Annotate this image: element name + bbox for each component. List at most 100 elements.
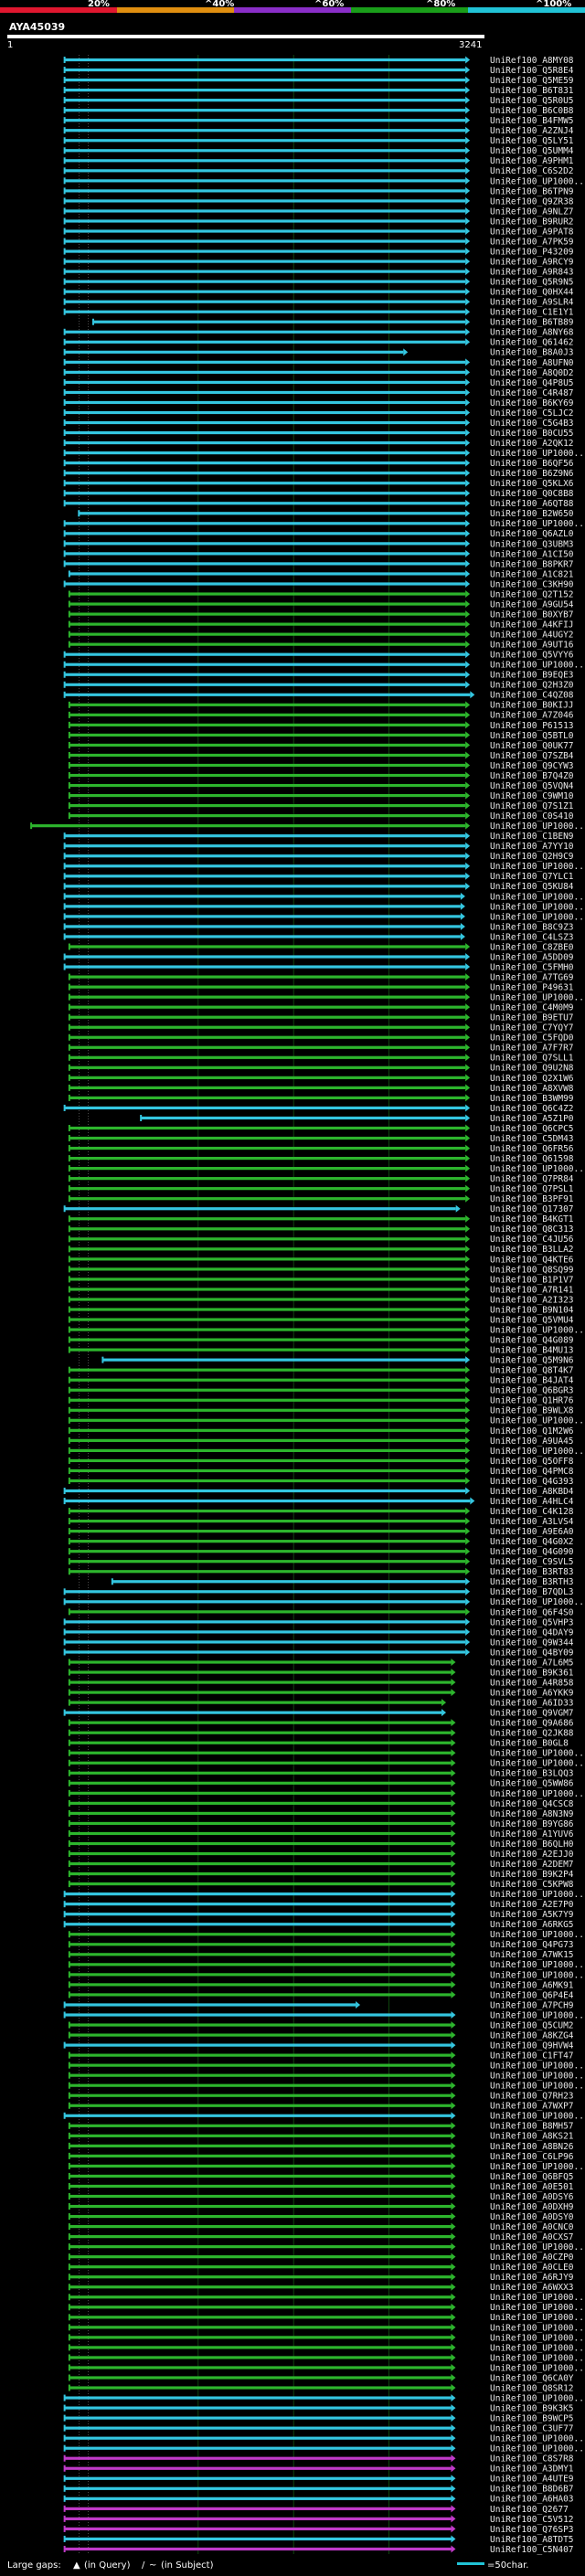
hit-name-label[interactable]: UniRef100_Q9CYW3 <box>490 761 574 771</box>
hit-bar[interactable] <box>64 885 466 888</box>
hit-name-label[interactable]: UniRef100_UP1000.. <box>490 2353 584 2363</box>
hit-bar[interactable] <box>64 239 466 243</box>
hit-row[interactable]: UniRef100_UP1000.. <box>68 2062 584 2072</box>
hit-bar[interactable] <box>64 99 466 102</box>
hit-bar[interactable] <box>141 1116 466 1120</box>
hit-row[interactable]: UniRef100_B3WM99 <box>68 1094 574 1104</box>
hit-row[interactable]: UniRef100_A0CNC0 <box>68 2222 574 2232</box>
hit-name-label[interactable]: UniRef100_UP1000.. <box>490 2343 584 2353</box>
hit-name-label[interactable]: UniRef100_A9RCY9 <box>490 257 574 267</box>
hit-name-label[interactable]: UniRef100_A6QT88 <box>490 499 574 509</box>
hit-row[interactable]: UniRef100_Q76SP3 <box>63 2525 574 2535</box>
hit-row[interactable]: UniRef100_A7F7R7 <box>68 1044 574 1054</box>
hit-name-label[interactable]: UniRef100_B6TPN9 <box>490 186 574 196</box>
hit-row[interactable]: UniRef100_A2DEM7 <box>68 1860 574 1870</box>
hit-row[interactable]: UniRef100_UP1000.. <box>63 2393 584 2403</box>
hit-name-label[interactable]: UniRef100_A4UTE9 <box>490 2475 574 2485</box>
hit-row[interactable]: UniRef100_A8Q0D2 <box>63 368 574 378</box>
hit-row[interactable]: UniRef100_A8KS21 <box>68 2132 574 2142</box>
hit-name-label[interactable]: UniRef100_UP1000.. <box>490 1789 584 1799</box>
hit-bar[interactable] <box>64 229 466 233</box>
hit-bar[interactable] <box>69 612 466 616</box>
hit-row[interactable]: UniRef100_Q1HR76 <box>68 1396 574 1406</box>
hit-name-label[interactable]: UniRef100_UP1000.. <box>490 1749 584 1759</box>
hit-bar[interactable] <box>69 1187 466 1191</box>
hit-name-label[interactable]: UniRef100_A6RKG5 <box>490 1920 574 1930</box>
hit-row[interactable]: UniRef100_B9WCP5 <box>63 2414 574 2424</box>
hit-bar[interactable] <box>64 370 466 374</box>
hit-row[interactable]: UniRef100_Q5VHP3 <box>63 1617 574 1627</box>
hit-row[interactable]: UniRef100_Q4KTE6 <box>68 1255 574 1265</box>
hit-bar[interactable] <box>69 1257 466 1261</box>
hit-row[interactable]: UniRef100_C4QZ08 <box>63 691 574 701</box>
hit-name-label[interactable]: UniRef100_Q5VYY6 <box>490 651 574 661</box>
hit-row[interactable]: UniRef100_Q4CSC8 <box>68 1799 574 1809</box>
hit-bar[interactable] <box>64 1650 466 1654</box>
hit-row[interactable]: UniRef100_B9K3K5 <box>63 2403 574 2413</box>
hit-bar[interactable] <box>69 1821 452 1826</box>
hit-row[interactable]: UniRef100_Q9CYW3 <box>68 761 574 771</box>
hit-name-label[interactable]: UniRef100_Q2JK88 <box>490 1729 574 1739</box>
hit-bar[interactable] <box>69 713 466 716</box>
hit-name-label[interactable]: UniRef100_UP1000.. <box>490 1164 584 1174</box>
hit-bar[interactable] <box>69 1801 452 1805</box>
hit-name-label[interactable]: UniRef100_Q5VHP3 <box>490 1617 574 1627</box>
hit-bar[interactable] <box>69 1247 466 1251</box>
hit-bar[interactable] <box>69 1086 466 1089</box>
hit-name-label[interactable]: UniRef100_A9PAT8 <box>490 227 574 237</box>
hit-bar[interactable] <box>64 472 466 475</box>
hit-name-label[interactable]: UniRef100_Q5KU84 <box>490 882 574 892</box>
hit-row[interactable]: UniRef100_B9ETU7 <box>68 1013 574 1023</box>
hit-bar[interactable] <box>64 360 466 364</box>
hit-row[interactable]: UniRef100_Q9VGM7 <box>63 1709 574 1719</box>
hit-name-label[interactable]: UniRef100_A7R141 <box>490 1285 574 1295</box>
hit-bar[interactable] <box>31 824 466 828</box>
hit-bar[interactable] <box>64 2426 452 2430</box>
hit-name-label[interactable]: UniRef100_C5V512 <box>490 2515 574 2525</box>
hit-bar[interactable] <box>64 935 461 938</box>
hit-name-label[interactable]: UniRef100_A8Q0D2 <box>490 368 574 378</box>
hit-name-label[interactable]: UniRef100_UP1000.. <box>490 1759 584 1769</box>
hit-bar[interactable] <box>69 1227 466 1231</box>
hit-bar[interactable] <box>69 1791 452 1795</box>
hit-name-label[interactable]: UniRef100_Q4G0X2 <box>490 1537 574 1547</box>
hit-name-label[interactable]: UniRef100_C7YQY7 <box>490 1023 574 1034</box>
hit-name-label[interactable]: UniRef100_C4R487 <box>490 388 574 398</box>
hit-bar[interactable] <box>64 249 466 253</box>
hit-bar[interactable] <box>64 925 461 928</box>
hit-row[interactable]: UniRef100_B3RT83 <box>68 1567 574 1577</box>
hit-bar[interactable] <box>69 1005 466 1009</box>
hit-name-label[interactable]: UniRef100_Q4P8U5 <box>490 378 574 388</box>
hit-row[interactable]: UniRef100_B6Z9N6 <box>63 469 574 479</box>
hit-name-label[interactable]: UniRef100_Q9U2N8 <box>490 1064 574 1074</box>
hit-bar[interactable] <box>69 1298 466 1301</box>
hit-bar[interactable] <box>64 502 466 505</box>
hit-name-label[interactable]: UniRef100_Q1M2W6 <box>490 1426 574 1436</box>
hit-bar[interactable] <box>69 1126 466 1130</box>
hit-name-label[interactable]: UniRef100_C4QZ08 <box>490 691 574 701</box>
hit-bar[interactable] <box>64 1630 466 1634</box>
hit-row[interactable]: UniRef100_C5N407 <box>63 2545 574 2555</box>
hit-name-label[interactable]: UniRef100_A5DD09 <box>490 952 574 962</box>
hit-row[interactable]: UniRef100_B0GL8 <box>68 1739 569 1749</box>
hit-row[interactable]: UniRef100_B6C0B8 <box>63 106 574 116</box>
hit-bar[interactable] <box>64 1640 466 1644</box>
hit-name-label[interactable]: UniRef100_Q4KTE6 <box>490 1255 574 1265</box>
hit-row[interactable]: UniRef100_A9NLZ7 <box>63 207 574 217</box>
hit-bar[interactable] <box>69 1610 466 1614</box>
hit-bar[interactable] <box>69 1520 466 1523</box>
hit-name-label[interactable]: UniRef100_C4K128 <box>490 1507 574 1517</box>
hit-row[interactable]: UniRef100_A6RJY9 <box>68 2273 574 2283</box>
hit-name-label[interactable]: UniRef100_Q4PMC8 <box>490 1467 574 1477</box>
hit-name-label[interactable]: UniRef100_Q5KLX6 <box>490 479 574 489</box>
hit-name-label[interactable]: UniRef100_B9WLX8 <box>490 1406 574 1416</box>
hit-bar[interactable] <box>64 280 466 283</box>
hit-row[interactable]: UniRef100_A2I323 <box>68 1295 574 1305</box>
hit-row[interactable]: UniRef100_UP1000.. <box>63 892 584 902</box>
hit-name-label[interactable]: UniRef100_UP1000.. <box>490 1890 584 1900</box>
hit-row[interactable]: UniRef100_B4KGT1 <box>68 1214 574 1224</box>
hit-bar[interactable] <box>69 642 466 646</box>
hit-bar[interactable] <box>69 2033 452 2037</box>
hit-row[interactable]: UniRef100_A2EJJ0 <box>68 1850 574 1860</box>
hit-bar[interactable] <box>69 1438 466 1442</box>
